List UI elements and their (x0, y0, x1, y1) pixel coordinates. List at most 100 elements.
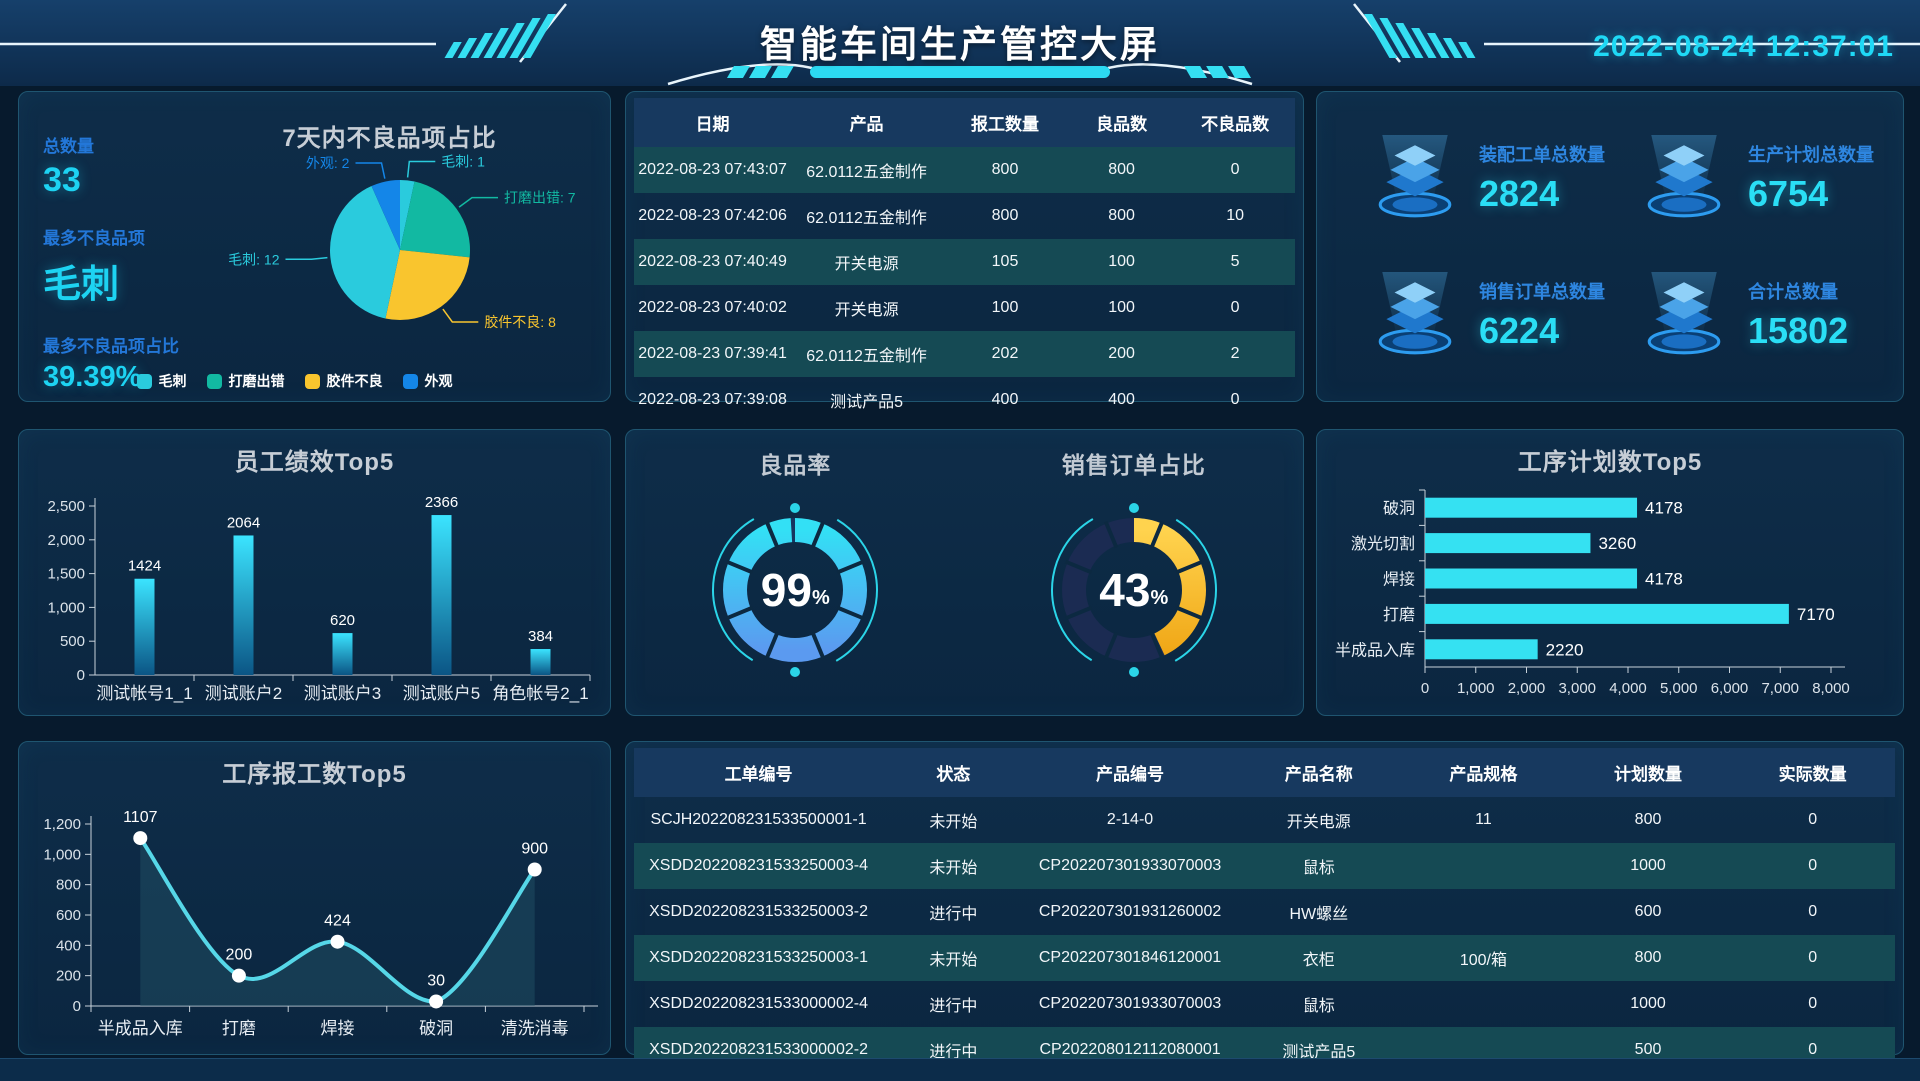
svg-text:破洞: 破洞 (419, 1019, 453, 1038)
svg-text:500: 500 (60, 633, 85, 650)
gauge-value: 99 (760, 564, 812, 616)
column-header: 报工数量 (942, 98, 1068, 147)
table-row: 2022-08-23 07:43:07 62.0112五金制作 800 800 0 (634, 147, 1295, 193)
svg-text:7170: 7170 (1797, 605, 1835, 624)
panel-order-table: 工单编号 状态 产品编号 产品名称 产品规格 计划数量 实际数量 SCJH2022082315… (625, 741, 1904, 1073)
svg-text:毛刺: 12: 毛刺: 12 (228, 251, 280, 267)
svg-text:0: 0 (77, 667, 85, 684)
stat-card: 生产计划总数量 6754 (1610, 110, 1879, 247)
svg-text:200: 200 (226, 947, 253, 964)
sales-gauge: 43% (1036, 492, 1232, 688)
stat-card-label: 销售订单总数量 (1479, 281, 1605, 302)
table-row: XSDD202208231533250003-1 未开始 CP20220730184… (634, 935, 1895, 981)
column-header: 良品数 (1067, 98, 1176, 147)
svg-text:打磨: 打磨 (222, 1019, 256, 1038)
sales-gauge-box: 销售订单占比 43% (965, 430, 1304, 715)
stacked-layers-icon (1647, 135, 1721, 218)
column-header: 不良品数 (1175, 98, 1295, 147)
gauge-unit: % (811, 586, 830, 609)
column-header: 产品名称 (1236, 748, 1402, 797)
stat-top-defect: 最多不良品项 毛刺 (43, 229, 145, 306)
svg-text:4,000: 4,000 (1609, 680, 1647, 697)
svg-text:3,000: 3,000 (1558, 680, 1596, 697)
panel-title: 7天内不良品项占比 (282, 125, 497, 152)
stat-card: 合计总数量 15802 (1610, 247, 1879, 384)
stat-cards-grid: 装配工单总数量 2824 生产计划总数量 6754 销售订单总数量 6224 合计总数量 15… (1341, 110, 1879, 383)
panel-title: 员工绩效Top5 (234, 449, 395, 476)
yield-gauge-box: 良品率 99% (626, 430, 965, 715)
stacked-layers-icon (1378, 271, 1452, 355)
svg-text:1,500: 1,500 (47, 566, 85, 583)
svg-text:1,000: 1,000 (1457, 680, 1495, 697)
svg-text:角色帐号2_1: 角色帐号2_1 (492, 684, 588, 703)
table-row: XSDD202208231533250003-2 进行中 CP20220730193… (649, 903, 1818, 923)
table-row: XSDD202208231533000002-4 进行中 CP20220730193… (649, 995, 1818, 1015)
svg-text:2,000: 2,000 (1508, 680, 1546, 697)
svg-text:0: 0 (73, 998, 81, 1015)
svg-text:测试帐号1_1: 测试帐号1_1 (96, 684, 192, 703)
svg-text:清洗消毒: 清洗消毒 (501, 1019, 569, 1038)
yield-gauge: 99% (697, 492, 893, 688)
panel-gauges: 良品率 99% 销售订单占比 43% (625, 429, 1304, 716)
table-row: 2022-08-23 07:39:41 62.0112五金制作 202 200 2 (634, 331, 1295, 377)
svg-text:破洞: 破洞 (1383, 500, 1415, 518)
column-header: 产品规格 (1401, 748, 1566, 797)
svg-text:半成品入库: 半成品入库 (98, 1019, 183, 1038)
gauge-title: 销售订单占比 (1061, 452, 1206, 478)
table-row: 2022-08-23 07:42:06 62.0112五金制作 800 800 10 (638, 207, 1245, 227)
legend-item: 胶件不良 (304, 371, 383, 391)
svg-text:200: 200 (56, 968, 81, 985)
report-table: 日期 产品 报工数量 良品数 不良品数 2022-08-23 07:43:07 62.011… (634, 98, 1295, 411)
stat-card: 装配工单总数量 2824 (1341, 110, 1610, 247)
stat-top-defect-ratio: 最多不良品项占比 39.39% (43, 337, 179, 393)
panel-stat-cards: 装配工单总数量 2824 生产计划总数量 6754 销售订单总数量 6224 合计总数量 15… (1316, 91, 1904, 402)
svg-text:600: 600 (56, 907, 81, 924)
svg-text:620: 620 (330, 612, 355, 629)
table-row: 2022-08-23 07:39:08 测试产品5 400 400 0 (638, 391, 1240, 411)
legend-item: 毛刺 (136, 371, 187, 391)
page-title: 智能车间生产管控大屏 (760, 24, 1160, 65)
svg-text:8,000: 8,000 (1812, 680, 1850, 697)
svg-text:2,500: 2,500 (47, 498, 85, 515)
panel-title: 工序报工数Top5 (222, 761, 407, 788)
panel-process-plan: 工序计划数Top5 0 1,000 2,000 3,000 4,000 5,000 6,00… (1316, 429, 1904, 716)
stat-card-label: 装配工单总数量 (1479, 145, 1605, 166)
panel-process-report: 工序报工数Top5 0 200 400 600 800 1,000 1,200 1107 半成品… (18, 741, 611, 1055)
defect-pie-chart: 毛刺: 1 打磨出错: 7 胶件不良: 8 毛刺: 12 外观: 2 (200, 92, 610, 401)
svg-text:测试账户3: 测试账户3 (304, 684, 381, 703)
svg-text:1107: 1107 (123, 809, 158, 826)
pie-legend: 毛刺 打磨出错 胶件不良 外观 (19, 371, 570, 391)
svg-text:400: 400 (56, 937, 81, 954)
stat-card-label: 合计总数量 (1748, 281, 1838, 302)
svg-text:焊接: 焊接 (321, 1019, 355, 1038)
stat-total: 总数量 33 (43, 137, 94, 199)
svg-text:1,000: 1,000 (47, 599, 85, 616)
column-header: 产品编号 (1023, 748, 1237, 797)
panel-report-table: 日期 产品 报工数量 良品数 不良品数 2022-08-23 07:43:07 62.011… (625, 91, 1304, 411)
svg-text:30: 30 (427, 972, 445, 989)
legend-item: 打磨出错 (206, 371, 285, 391)
svg-text:5,000: 5,000 (1660, 680, 1698, 697)
svg-text:1,200: 1,200 (43, 816, 81, 833)
stat-card: 销售订单总数量 6224 (1341, 247, 1610, 384)
table-row: 2022-08-23 07:40:02 开关电源 100 100 0 (638, 299, 1240, 319)
svg-text:测试账户2: 测试账户2 (205, 684, 282, 703)
svg-text:4178: 4178 (1645, 570, 1683, 589)
gauge-value: 43 (1099, 564, 1151, 616)
svg-text:外观: 2: 外观: 2 (306, 155, 350, 171)
column-header: 状态 (883, 748, 1024, 797)
stat-card-value: 6224 (1479, 309, 1560, 351)
svg-text:424: 424 (324, 913, 351, 930)
svg-text:1,000: 1,000 (43, 846, 81, 863)
svg-text:胶件不良: 8: 胶件不良: 8 (484, 314, 556, 330)
svg-text:0: 0 (1421, 680, 1429, 697)
column-header: 日期 (634, 98, 792, 147)
defect-stats: 总数量 33 最多不良品项 毛刺 最多不良品项占比 39.39% (19, 92, 200, 401)
svg-text:打磨: 打磨 (1383, 606, 1415, 624)
column-header: 产品 (791, 98, 943, 147)
svg-text:3260: 3260 (1598, 534, 1636, 553)
stat-card-value: 15802 (1748, 309, 1849, 351)
header: 智能车间生产管控大屏 2022-08-24 12:37:01 (0, 0, 1920, 86)
employee-bar-chart: 0 500 1,000 1,500 2,000 2,500 1424 测试帐号1_1 2064 测… (25, 476, 604, 709)
